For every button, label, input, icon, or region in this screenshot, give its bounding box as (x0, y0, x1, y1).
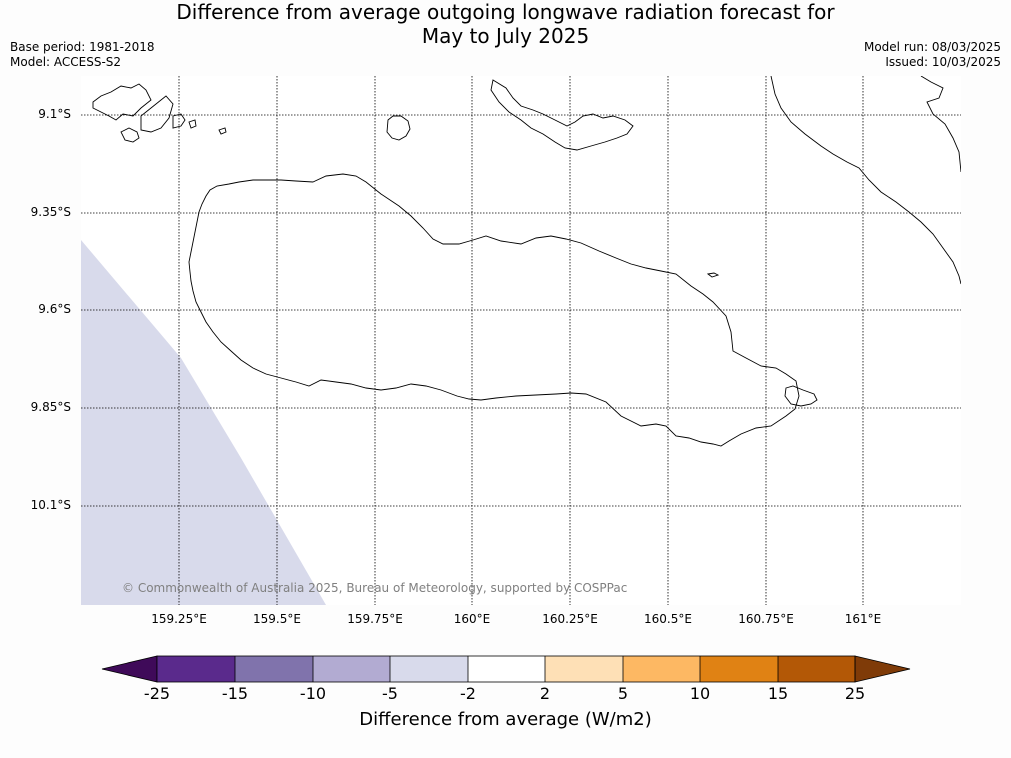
colorbar (101, 655, 911, 683)
colorbar-extend-max (854, 655, 911, 683)
lat-label-3: 9.6°S (38, 302, 71, 316)
lat-label-5: 10.1°S (30, 498, 71, 512)
colorbar-tick-4: -5 (382, 684, 398, 703)
colorbar-extend-min (101, 655, 158, 683)
colorbar-tick-9: 15 (767, 684, 789, 703)
meta-right: Model run: 08/03/2025 Issued: 10/03/2025 (864, 40, 1001, 70)
colorbar-tick-2: -15 (221, 684, 249, 703)
colorbar-bin-2 (235, 656, 313, 682)
lon-label-4: 160°E (453, 612, 491, 626)
colorbar-bin-3 (313, 656, 390, 682)
coastline-nw-island-2 (120, 127, 140, 143)
map-title: Difference from average outgoing longwav… (0, 0, 1011, 48)
colorbar-dividers (234, 656, 779, 682)
lon-label-8: 161°E (844, 612, 882, 626)
coastline-malaita (770, 75, 962, 285)
coastline-small-island-1 (386, 115, 411, 141)
anomaly-region (81, 240, 326, 605)
coastlines (92, 75, 962, 447)
lon-label-6: 160.5°E (644, 612, 692, 626)
lat-label-4: 9.85°S (30, 400, 71, 414)
gridlines (81, 76, 961, 605)
meta-left: Base period: 1981-2018 Model: ACCESS-S2 (10, 40, 155, 70)
coastline-nw-island-6 (218, 127, 227, 135)
coastline-east-tip (784, 385, 818, 407)
colorbar-bin-5 (468, 656, 545, 682)
title-line-1: Difference from average outgoing longwav… (176, 0, 835, 24)
coastline-florida-islands (490, 79, 634, 151)
colorbar-label: Difference from average (W/m2) (359, 709, 652, 730)
colorbar-bin-4 (390, 656, 468, 682)
copyright-notice: © Commonwealth of Australia 2025, Bureau… (122, 581, 628, 595)
coastline-nw-island-3 (140, 95, 174, 133)
issued-date: Issued: 10/03/2025 (885, 55, 1001, 69)
colorbar-tick-10: 25 (844, 684, 866, 703)
lon-label-1: 159.25°E (151, 612, 207, 626)
model-run: Model run: 08/03/2025 (863, 40, 1001, 54)
lon-label-3: 159.75°E (347, 612, 403, 626)
colorbar-bin-1 (157, 656, 235, 682)
colorbar-bin-9 (778, 656, 855, 682)
coastline-nw-island-5 (188, 119, 197, 129)
colorbar-tick-6: 2 (539, 684, 551, 703)
colorbar-bin-6 (545, 656, 623, 682)
colorbar-bin-7 (623, 656, 700, 682)
colorbar-tick-8: 10 (689, 684, 711, 703)
colorbar-bin-8 (700, 656, 778, 682)
map-svg (81, 75, 962, 605)
lon-label-5: 160.25°E (542, 612, 598, 626)
coastline-guadalcanal (188, 173, 800, 447)
map-area (81, 75, 962, 605)
lon-label-2: 159.5°E (253, 612, 301, 626)
lon-label-7: 160.75°E (738, 612, 794, 626)
colorbar-tick-7: 5 (617, 684, 629, 703)
base-period: Base period: 1981-2018 (10, 40, 155, 54)
lat-label-1: 9.1°S (38, 107, 71, 121)
coastline-islet-east (706, 272, 720, 278)
colorbar-tick-5: -2 (460, 684, 476, 703)
coastline-malaita-north (920, 75, 962, 173)
coastline-nw-islands (92, 83, 152, 121)
colorbar-outline (156, 655, 856, 683)
lat-label-2: 9.35°S (30, 205, 71, 219)
coastline-nw-island-4 (172, 113, 186, 129)
model-name: Model: ACCESS-S2 (10, 55, 122, 69)
title-line-2: May to July 2025 (421, 24, 590, 48)
colorbar-tick-3: -10 (299, 684, 327, 703)
colorbar-tick-1: -25 (143, 684, 171, 703)
